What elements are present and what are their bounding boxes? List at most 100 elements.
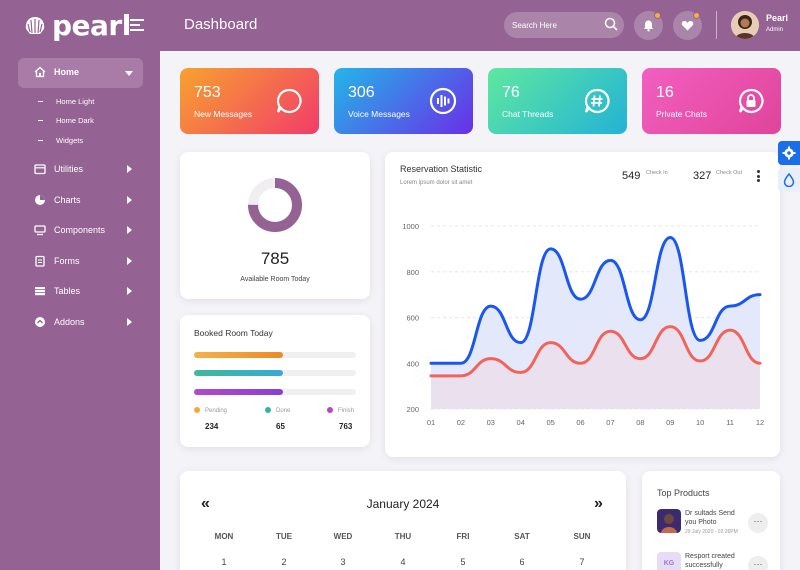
search-input[interactable] [512, 17, 602, 33]
product-badge: KG [657, 552, 681, 570]
reservation-area-chart: 1000 800 600 400 200 01 02 03 04 05 06 07 08 09 10 11 12 [402, 222, 764, 427]
sidebar-item-components[interactable]: Components [0, 220, 160, 242]
menu-toggle-icon[interactable] [130, 19, 144, 34]
more-options-button[interactable]: ··· [748, 513, 768, 533]
search-box [504, 12, 624, 38]
search-icon[interactable] [604, 17, 618, 31]
stat-label: New Messages [194, 109, 253, 119]
sidebar-item-forms[interactable]: Forms [0, 251, 160, 273]
calendar-next-button[interactable]: » [594, 495, 603, 512]
calendar-day[interactable]: 5 [460, 557, 466, 567]
x-tick-label: 08 [636, 418, 644, 427]
calendar-day[interactable]: 6 [519, 557, 525, 567]
sidebar-item-home[interactable]: Home [0, 62, 160, 84]
bell-icon [643, 20, 654, 32]
list-item-date: 29 July 2020 - 02:26PM [685, 529, 738, 535]
list-item[interactable]: KG Resport created successfully ··· [657, 552, 772, 570]
notifications-button[interactable] [634, 11, 663, 40]
voice-wave-icon [429, 87, 457, 115]
shell-logo-icon [25, 16, 45, 34]
clipboard-icon [35, 255, 45, 267]
sidebar-item-tables[interactable]: Tables [0, 281, 160, 303]
sidebar-subitem-label: Home Dark [56, 116, 94, 125]
avatar[interactable] [731, 11, 759, 39]
legend-done: Done [265, 407, 290, 414]
booked-bar-pending [194, 352, 356, 358]
booked-room-card: Booked Room Today Pending Done Finish 23… [180, 315, 370, 447]
list-item[interactable]: Dr sultads Send you Photo 29 July 2020 -… [657, 509, 772, 547]
user-name[interactable]: Pearl [766, 13, 789, 23]
y-tick-label: 200 [406, 405, 419, 414]
sidebar-item-charts[interactable]: Charts [0, 190, 160, 212]
settings-tab[interactable] [778, 141, 800, 165]
stat-card-new-messages[interactable]: 753 New Messages [180, 68, 319, 134]
x-tick-label: 07 [606, 418, 614, 427]
calendar-day[interactable]: 3 [340, 557, 346, 567]
legend-finish: Finish [327, 407, 354, 414]
dash-bullet [38, 101, 43, 102]
more-options-button[interactable]: ··· [748, 556, 768, 570]
x-tick-label: 04 [517, 418, 525, 427]
stat-card-voice-messages[interactable]: 306 Voice Messages [334, 68, 473, 134]
chevron-right-icon [127, 226, 132, 234]
legend-label: Done [276, 408, 291, 414]
legend-pending: Pending [194, 407, 227, 414]
sidebar-item-label: Forms [54, 256, 80, 266]
brand-name: pearl [52, 9, 131, 42]
home-icon [34, 66, 46, 78]
favorites-button[interactable] [673, 11, 702, 40]
calendar-day[interactable]: 4 [400, 557, 406, 567]
brand-logo[interactable]: pearl [24, 9, 131, 42]
components-icon [34, 225, 46, 236]
y-tick-label: 600 [406, 314, 419, 323]
sidebar-subitem-home-dark[interactable]: Home Dark [0, 113, 160, 129]
sidebar-subitem-label: Home Light [56, 97, 95, 106]
legend-label: Finish [338, 408, 355, 414]
sidebar-item-addons[interactable]: Addons [0, 312, 160, 334]
calendar-prev-button[interactable]: « [201, 495, 210, 512]
x-tick-label: 09 [666, 418, 674, 427]
stat-label: Voice Messages [348, 109, 410, 119]
product-thumbnail [657, 509, 681, 533]
bar-fill [194, 352, 284, 358]
legend-dot [265, 407, 271, 413]
y-tick-label: 1000 [402, 222, 419, 231]
stat-value: 76 [502, 84, 520, 101]
check-out-value: 327 [693, 170, 712, 182]
sidebar-item-label: Tables [54, 286, 81, 296]
calendar-day[interactable]: 2 [281, 557, 287, 567]
table-icon [35, 287, 45, 296]
x-tick-label: 11 [726, 418, 734, 427]
available-room-value: 785 [260, 249, 290, 268]
lock-chat-icon [738, 88, 764, 114]
sidebar-item-utilities[interactable]: Utilities [0, 159, 160, 181]
header-divider [716, 11, 717, 39]
series-area-1 [431, 326, 760, 409]
pie-chart-icon [35, 195, 45, 205]
available-room-card: 785 Available Room Today [180, 152, 370, 299]
sidebar-subitem-widgets[interactable]: Widgets [0, 133, 160, 149]
sidebar-subitem-home-light[interactable]: Home Light [0, 94, 160, 110]
chart-title: Reservation Statistic [400, 164, 483, 174]
theme-tab[interactable] [778, 168, 800, 192]
active-nav-highlight [18, 58, 143, 88]
calendar-day[interactable]: 1 [221, 557, 227, 567]
chat-bubble-icon [276, 88, 302, 114]
series-line-1 [429, 325, 762, 378]
x-tick-label: 02 [457, 418, 465, 427]
more-options-icon[interactable] [757, 170, 761, 184]
chevron-right-icon [127, 318, 132, 326]
chevron-right-icon [127, 165, 132, 173]
stat-card-private-chats[interactable]: 16 Private Chats [642, 68, 781, 134]
stat-label: Private Chats [656, 109, 708, 119]
list-item-text: Resport created successfully [685, 553, 735, 569]
stat-card-chat-threads[interactable]: 76 Chat Threads [488, 68, 627, 134]
stat-value: 306 [348, 84, 375, 101]
y-tick-label: 800 [406, 268, 419, 277]
dash-bullet [38, 140, 43, 141]
calendar-day-of-week: SUN [573, 532, 591, 541]
favorites-dot [693, 12, 700, 19]
booked-bar-finish [194, 389, 356, 395]
sidebar-item-label: Utilities [54, 164, 84, 174]
calendar-day[interactable]: 7 [579, 557, 585, 567]
